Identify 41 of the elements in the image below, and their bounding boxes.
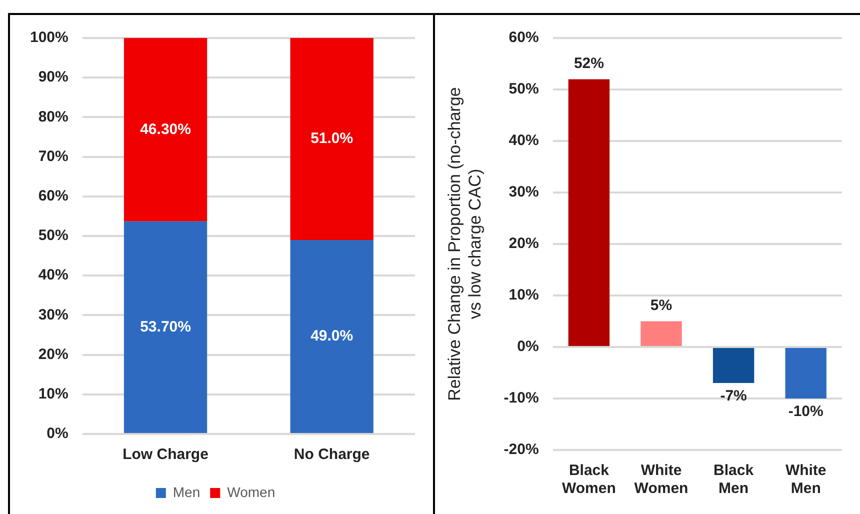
- data-label: 49.0%: [310, 328, 354, 345]
- y-tick-label: 80%: [38, 108, 68, 126]
- bar: [290, 38, 374, 240]
- y-tick-label: 50%: [508, 80, 539, 98]
- y-tick-label: 50%: [38, 227, 68, 244]
- y-tick-label: -10%: [504, 390, 539, 407]
- y-tick-label: 30%: [508, 184, 539, 201]
- data-label: 46.30%: [140, 120, 191, 138]
- data-label: 5%: [650, 296, 672, 314]
- bar: [124, 221, 208, 433]
- y-tick-label: 70%: [38, 148, 68, 165]
- legend-label: Men: [172, 484, 200, 500]
- y-axis-title: Relative Change in Proportion (no-charge vs low charge CAC): [444, 87, 484, 401]
- y-tick-label: 20%: [508, 235, 539, 252]
- data-label: -10%: [788, 403, 824, 420]
- bar: [290, 240, 374, 433]
- y-tick-label: 30%: [38, 306, 68, 324]
- x-tick-label: No Charge: [294, 446, 370, 464]
- x-tick-label: Black Women: [562, 462, 616, 498]
- y-tick-label: 60%: [38, 188, 68, 205]
- bar: [124, 38, 208, 222]
- y-tick-label: 40%: [38, 266, 68, 284]
- data-label: 52%: [574, 54, 604, 72]
- y-tick-label: 10%: [508, 286, 539, 304]
- y-tick-label: 20%: [38, 346, 68, 363]
- y-tick-label: 40%: [508, 132, 539, 150]
- x-tick-label: Low Charge: [122, 446, 208, 464]
- data-label: -7%: [720, 388, 747, 405]
- x-tick-label: Black Men: [714, 462, 754, 498]
- y-tick-label: 100%: [30, 29, 68, 46]
- x-tick-label: White Women: [634, 462, 688, 498]
- y-tick-label: -20%: [504, 441, 539, 458]
- y-tick-label: 0%: [46, 425, 68, 442]
- data-label: 51.0%: [310, 130, 354, 148]
- y-tick-label: 90%: [38, 68, 68, 86]
- data-label: 53.70%: [140, 318, 191, 336]
- x-tick-label: White Men: [785, 462, 826, 498]
- y-tick-label: 10%: [38, 386, 68, 403]
- y-tick-label: 60%: [508, 29, 539, 46]
- y-tick-label: 0%: [517, 338, 539, 356]
- legend-label: Women: [227, 484, 276, 500]
